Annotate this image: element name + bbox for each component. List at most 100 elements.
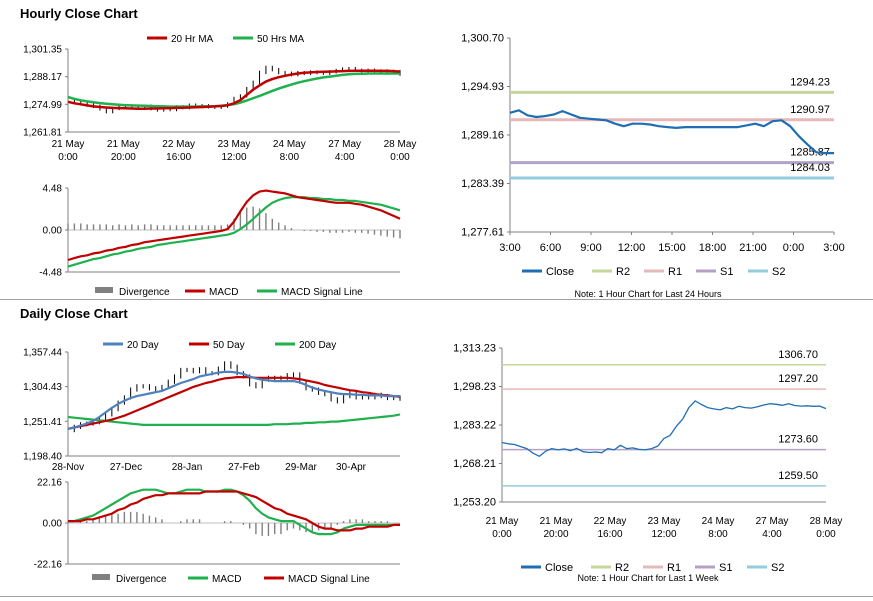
daily-level-label-r1: 1297.20 — [778, 373, 818, 385]
daily-level-label-r2: 1306.70 — [778, 349, 818, 361]
daily-levels-close-line — [501, 400, 827, 457]
hourly-levels-y-tick-label: 1,283.39 — [461, 178, 504, 190]
hourly-price-x-label: 22 May — [162, 139, 195, 150]
hourly-price-x-label: 4:00 — [335, 152, 355, 163]
daily-levels-legend-label-s1: S1 — [719, 562, 732, 574]
daily-price-y-tick-label: 1,198.40 — [23, 452, 62, 463]
daily-price-y-tick-label: 1,251.41 — [23, 417, 62, 428]
daily-macd-y-tick-label: 22.16 — [37, 478, 62, 489]
hourly-levels-x-label: 3:00 — [823, 242, 844, 254]
hourly-levels-y-tick-label: 1,300.70 — [461, 33, 504, 45]
daily-levels-y-tick-label: 1,283.22 — [453, 420, 496, 432]
daily-price-x-label: 30-Apr — [336, 462, 367, 473]
daily-level-label-s1: 1273.60 — [778, 434, 818, 446]
daily-price-x-label: 28-Nov — [52, 462, 84, 473]
hourly-price-x-label: 12:00 — [221, 152, 246, 163]
daily-price-200day-line — [67, 413, 401, 426]
daily-price-x-label: 29-Mar — [285, 462, 317, 473]
hourly-macd-y-tick-label: -4.48 — [39, 268, 62, 279]
daily-macd-legend-label-divergence: Divergence — [116, 574, 167, 585]
daily-levels-x-label: 0:00 — [816, 529, 836, 540]
bottom-divider — [0, 596, 873, 597]
daily-levels-legend-label-r1: R1 — [667, 562, 681, 574]
hourly-price-legend-label-50hr-ma: 50 Hrs MA — [257, 34, 305, 45]
hourly-level-label-s2: 1284.03 — [790, 162, 830, 174]
daily-levels-x-label: 0:00 — [492, 529, 512, 540]
daily-price-legend-label-20day: 20 Day — [127, 340, 159, 351]
section-divider — [0, 299, 873, 300]
daily-levels-x-label: 21 May — [486, 516, 519, 527]
daily-levels-legend-label-r2: R2 — [615, 562, 629, 574]
daily-levels-x-label: 21 May — [540, 516, 573, 527]
daily-price-x-label: 27-Feb — [228, 462, 260, 473]
hourly-price-y-tick-label: 1,301.35 — [23, 45, 62, 56]
daily-macd-signal-line — [68, 490, 400, 532]
hourly-levels-legend-label-r1: R1 — [668, 266, 682, 278]
daily-price-x-label: 27-Dec — [110, 462, 142, 473]
hourly-price-y-tick-label: 1,261.81 — [23, 128, 62, 139]
daily-levels-note: Note: 1 Hour Chart for Last 1 Week — [578, 573, 719, 583]
daily-macd-y-tick-label: -22.16 — [34, 560, 63, 571]
hourly-macd-line — [67, 189, 401, 262]
hourly-price-x-label: 27 May — [328, 139, 361, 150]
hourly-price-x-label: 28 May — [384, 139, 417, 150]
daily-macd-legend-label-signal: MACD Signal Line — [288, 574, 370, 585]
hourly-levels-x-label: 21:00 — [739, 242, 767, 254]
daily-levels-x-label: 23 May — [648, 516, 681, 527]
daily-price-x-label: 28-Jan — [172, 462, 203, 473]
hourly-price-x-label: 8:00 — [280, 152, 300, 163]
hourly-levels-y-tick-label: 1,277.61 — [461, 227, 504, 239]
hourly-levels-x-label: 15:00 — [658, 242, 686, 254]
hourly-levels-y-tick-label: 1,294.93 — [461, 81, 504, 93]
daily-macd-legend-label-macd: MACD — [212, 574, 241, 585]
hourly-price-legend-label-20hr-ma: 20 Hr MA — [171, 34, 214, 45]
hourly-price-y-tick-label: 1,288.17 — [23, 72, 62, 83]
hourly-section-title: Hourly Close Chart — [20, 6, 138, 21]
daily-levels-y-tick-label: 1,313.23 — [453, 343, 496, 355]
hourly-price-20hr-ma-line — [67, 69, 401, 110]
hourly-levels-y-tick-label: 1,289.16 — [461, 130, 504, 142]
daily-levels-y-tick-label: 1,298.23 — [453, 381, 496, 393]
daily-levels-legend-label-close: Close — [545, 562, 573, 574]
hourly-price-x-label: 20:00 — [111, 152, 136, 163]
hourly-levels-close-line — [509, 109, 834, 155]
hourly-levels-legend-label-close: Close — [546, 266, 574, 278]
hourly-macd-legend-label-macd: MACD — [209, 287, 238, 298]
daily-levels-x-label: 12:00 — [651, 529, 676, 540]
daily-macd-y-tick-label: 0.00 — [43, 519, 63, 530]
hourly-levels-legend-label-s1: S1 — [720, 266, 733, 278]
hourly-price-x-label: 21 May — [52, 139, 85, 150]
daily-levels-y-tick-label: 1,268.21 — [453, 458, 496, 470]
daily-macd-legend-swatch-divergence — [92, 574, 110, 580]
daily-price-20day-line — [67, 370, 400, 430]
daily-levels-legend-label-s2: S2 — [771, 562, 784, 574]
daily-levels-x-label: 24 May — [702, 516, 735, 527]
hourly-levels-x-label: 0:00 — [783, 242, 804, 254]
hourly-macd-y-tick-label: 4.48 — [43, 184, 63, 195]
hourly-price-y-tick-label: 1,274.99 — [23, 100, 62, 111]
hourly-levels-legend-label-r2: R2 — [616, 266, 630, 278]
hourly-price-x-label: 0:00 — [390, 152, 410, 163]
daily-levels-x-label: 4:00 — [762, 529, 782, 540]
daily-levels-x-label: 22 May — [594, 516, 627, 527]
daily-price-legend-label-200day: 200 Day — [299, 340, 336, 351]
hourly-price-x-label: 21 May — [107, 139, 140, 150]
hourly-level-label-r1: 1290.97 — [790, 104, 830, 116]
hourly-price-x-label: 16:00 — [166, 152, 191, 163]
daily-levels-x-label: 20:00 — [543, 529, 568, 540]
daily-levels-x-label: 16:00 — [597, 529, 622, 540]
hourly-levels-x-label: 3:00 — [499, 242, 520, 254]
hourly-macd-legend-label-signal: MACD Signal Line — [281, 287, 363, 298]
hourly-price-x-label: 0:00 — [58, 152, 78, 163]
hourly-macd-signal-line — [67, 196, 401, 268]
daily-level-label-s2: 1259.50 — [778, 470, 818, 482]
daily-levels-x-label: 28 May — [810, 516, 843, 527]
daily-levels-x-label: 8:00 — [708, 529, 728, 540]
daily-price-50day-line — [67, 376, 401, 430]
